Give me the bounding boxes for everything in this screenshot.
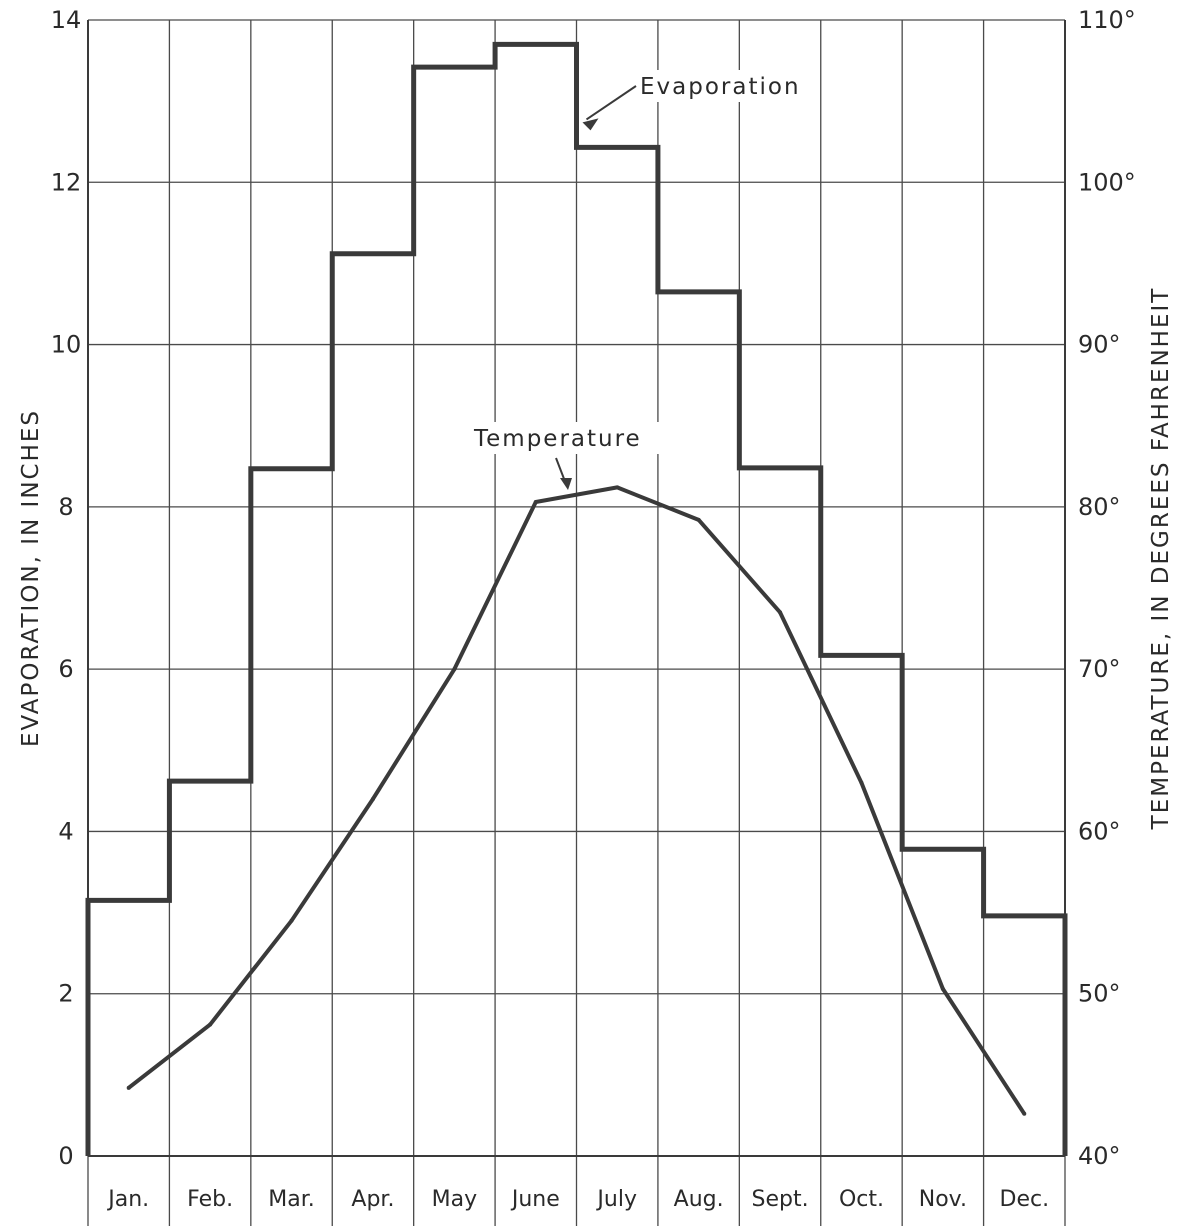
- month-label: May: [432, 1187, 477, 1212]
- month-label: Jan.: [106, 1187, 149, 1212]
- temperature-point: [126, 1085, 131, 1090]
- right-tick-label: 50°: [1078, 980, 1121, 1008]
- temperature-annotation: Temperature: [473, 426, 642, 452]
- evaporation-annotation-bg: [636, 70, 814, 102]
- month-label: Nov.: [919, 1187, 967, 1212]
- temperature-arrowhead: [560, 478, 572, 490]
- left-tick-label: 2: [58, 980, 73, 1008]
- month-label: Sept.: [751, 1187, 808, 1212]
- left-tick-label: 4: [58, 817, 73, 845]
- temperature-annotation-bg: [470, 422, 672, 454]
- month-label: Apr.: [351, 1187, 394, 1212]
- temperature-point: [208, 1022, 213, 1027]
- right-tick-label: 80°: [1078, 493, 1121, 521]
- left-tick-label: 14: [51, 6, 82, 34]
- left-tick-label: 12: [51, 168, 82, 196]
- month-label: Feb.: [187, 1187, 233, 1212]
- temperature-point: [696, 517, 701, 522]
- evaporation-leader-line: [585, 85, 637, 121]
- evaporation-arrowhead: [582, 118, 599, 131]
- month-label: Oct.: [839, 1187, 884, 1212]
- right-tick-label: 110°: [1078, 6, 1136, 34]
- left-tick-label: 0: [58, 1142, 73, 1170]
- left-tick-label: 10: [51, 331, 82, 359]
- temperature-point: [940, 986, 945, 991]
- temperature-point: [370, 796, 375, 801]
- month-label: July: [595, 1187, 637, 1212]
- left-axis-title: EVAPORATION, IN INCHES: [18, 409, 44, 747]
- month-label: Aug.: [674, 1187, 724, 1212]
- right-tick-label: 70°: [1078, 655, 1121, 683]
- month-label: Mar.: [268, 1187, 314, 1212]
- temperature-point: [289, 918, 294, 923]
- month-label: Dec.: [1000, 1187, 1050, 1212]
- right-tick-label: 90°: [1078, 331, 1121, 359]
- temperature-point: [1022, 1111, 1027, 1116]
- right-tick-label: 40°: [1078, 1142, 1121, 1170]
- right-axis-title: TEMPERATURE, IN DEGREES FAHRENHEIT: [1148, 287, 1174, 831]
- right-tick-label: 60°: [1078, 817, 1121, 845]
- month-label: June: [510, 1187, 560, 1212]
- evaporation-annotation: Evaporation: [640, 74, 801, 100]
- temperature-point: [859, 780, 864, 785]
- temperature-series-line: [127, 485, 1026, 1115]
- temperature-point: [533, 499, 538, 504]
- temperature-point: [778, 610, 783, 615]
- evaporation-series-line: [85, 41, 1068, 1156]
- left-tick-label: 8: [58, 493, 73, 521]
- right-tick-label: 100°: [1078, 168, 1136, 196]
- left-tick-label: 6: [58, 655, 73, 683]
- temperature-point: [615, 485, 620, 490]
- temperature-point: [452, 667, 457, 672]
